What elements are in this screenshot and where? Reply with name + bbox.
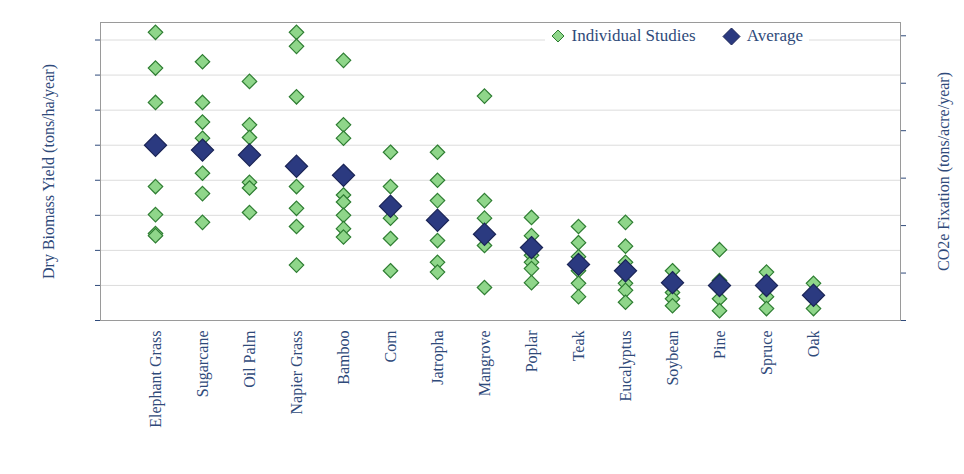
svg-text:Teak: Teak <box>570 331 587 362</box>
svg-text:Napier Grass: Napier Grass <box>288 331 306 415</box>
svg-text:Mangrove: Mangrove <box>476 331 494 397</box>
svg-text:Oak: Oak <box>805 331 822 358</box>
html-text:Average: Average <box>746 26 803 45</box>
svg-text:Eucalyptus: Eucalyptus <box>617 331 635 402</box>
svg-text:Jatropha: Jatropha <box>429 331 447 385</box>
svg-text:CO2e Fixation (tons/acre/year): CO2e Fixation (tons/acre/year) <box>935 72 953 271</box>
svg-text:Spruce: Spruce <box>758 331 776 375</box>
svg-text:Soybean: Soybean <box>664 331 682 386</box>
svg-text:Oil Palm: Oil Palm <box>241 330 258 388</box>
svg-text:Dry Biomass Yield (tons/ha/yea: Dry Biomass Yield (tons/ha/year) <box>40 64 58 279</box>
svg-text:Bamboo: Bamboo <box>335 331 352 385</box>
svg-text:Pine: Pine <box>711 331 728 359</box>
svg-text:Elephant Grass: Elephant Grass <box>147 331 165 428</box>
svg-text:Sugarcane: Sugarcane <box>194 331 212 398</box>
svg-text:Poplar: Poplar <box>523 330 541 372</box>
html-text:Individual Studies: Individual Studies <box>571 26 696 45</box>
svg-text:Corn: Corn <box>382 331 399 363</box>
